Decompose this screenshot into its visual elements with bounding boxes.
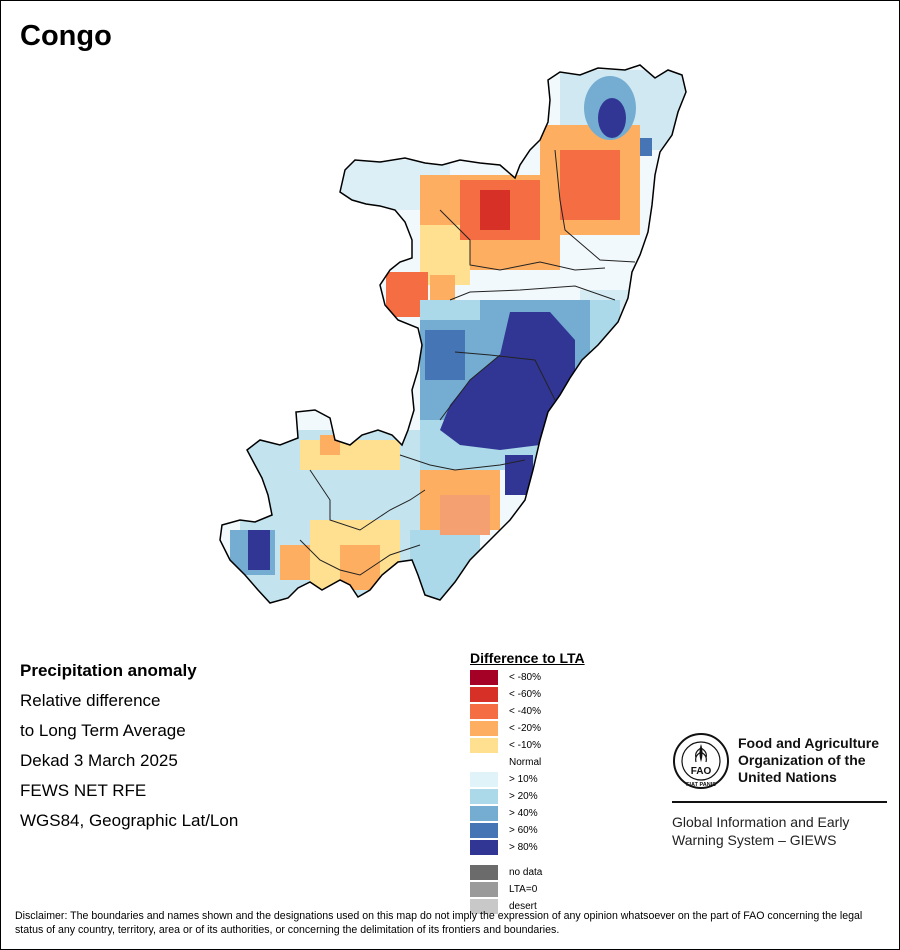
info-line-2: to Long Term Average — [20, 721, 186, 740]
legend-label: > 60% — [509, 825, 538, 836]
fao-name-line-1: Food and Agriculture — [738, 735, 880, 751]
legend-swatch — [470, 738, 498, 753]
legend-item: > 80% — [470, 840, 670, 857]
legend-swatch — [470, 687, 498, 702]
legend-item: < -40% — [470, 704, 670, 721]
fao-name-line-2: Organization of the — [738, 752, 866, 768]
map-info: Precipitation anomaly Relative differenc… — [20, 656, 238, 836]
info-source: FEWS NET RFE — [20, 781, 147, 800]
legend-label: > 40% — [509, 808, 538, 819]
legend-label: > 80% — [509, 842, 538, 853]
legend-label: < -40% — [509, 706, 541, 717]
fao-name: Food and Agriculture Organization of the… — [738, 735, 879, 786]
legend-label: LTA=0 — [509, 884, 538, 895]
legend-swatch — [470, 789, 498, 804]
info-line-1: Relative difference — [20, 691, 161, 710]
fao-logo-text: FAO — [691, 766, 712, 777]
legend-item: < -80% — [470, 670, 670, 687]
fao-name-line-3: United Nations — [738, 769, 837, 785]
legend-label: < -20% — [509, 723, 541, 734]
legend-item: no data — [470, 865, 670, 882]
legend-label: < -60% — [509, 689, 541, 700]
legend-swatch — [470, 840, 498, 855]
legend-item: LTA=0 — [470, 882, 670, 899]
legend-label: Normal — [509, 757, 542, 768]
legend-swatch — [470, 772, 498, 787]
legend-label: > 10% — [509, 774, 538, 785]
legend-items: < -80% < -60% < -40% < -20% < -10% Normal > 10… — [470, 670, 670, 857]
giews-line-1: Global Information and Early — [672, 814, 850, 830]
legend-item: < -10% — [470, 738, 670, 755]
legend-label: > 20% — [509, 791, 538, 802]
info-period: Dekad 3 March 2025 — [20, 751, 178, 770]
legend-label: no data — [509, 867, 543, 878]
giews-name: Global Information and Early Warning Sys… — [672, 813, 849, 849]
legend-item: desert — [470, 899, 670, 916]
giews-line-2: Warning System – GIEWS — [672, 832, 837, 848]
fao-divider — [672, 801, 887, 803]
legend-swatch — [470, 882, 498, 897]
legend-label: < -80% — [509, 672, 541, 683]
info-projection: WGS84, Geographic Lat/Lon — [20, 811, 239, 830]
legend-swatch — [470, 670, 498, 685]
legend-label: desert — [509, 901, 537, 912]
legend-label: < -10% — [509, 740, 541, 751]
legend-extra-items: no data LTA=0 desert — [470, 865, 670, 916]
legend-swatch — [470, 865, 498, 880]
fao-logo-icon: FAO FIAT PANIS — [673, 733, 729, 789]
legend-swatch — [470, 806, 498, 821]
legend-swatch — [470, 704, 498, 719]
congo-anomaly-map — [219, 64, 687, 604]
info-heading: Precipitation anomaly — [20, 661, 197, 680]
legend-swatch — [470, 721, 498, 736]
disclaimer: Disclaimer: The boundaries and names sho… — [15, 910, 863, 936]
fao-logo-ring-text: FIAT PANIS — [686, 782, 716, 788]
legend-swatch — [470, 823, 498, 838]
legend-item: > 60% — [470, 823, 670, 840]
legend-item: > 20% — [470, 789, 670, 806]
legend-swatch — [470, 899, 498, 914]
legend-item: > 40% — [470, 806, 670, 823]
legend-title: Difference to LTA — [470, 650, 585, 666]
map-title: Congo — [20, 20, 112, 52]
legend-item: Normal — [470, 755, 670, 772]
legend-item: < -60% — [470, 687, 670, 704]
legend-item: < -20% — [470, 721, 670, 738]
map-legend: Difference to LTA < -80% < -60% < -40% < -2… — [470, 650, 670, 916]
legend-item: > 10% — [470, 772, 670, 789]
